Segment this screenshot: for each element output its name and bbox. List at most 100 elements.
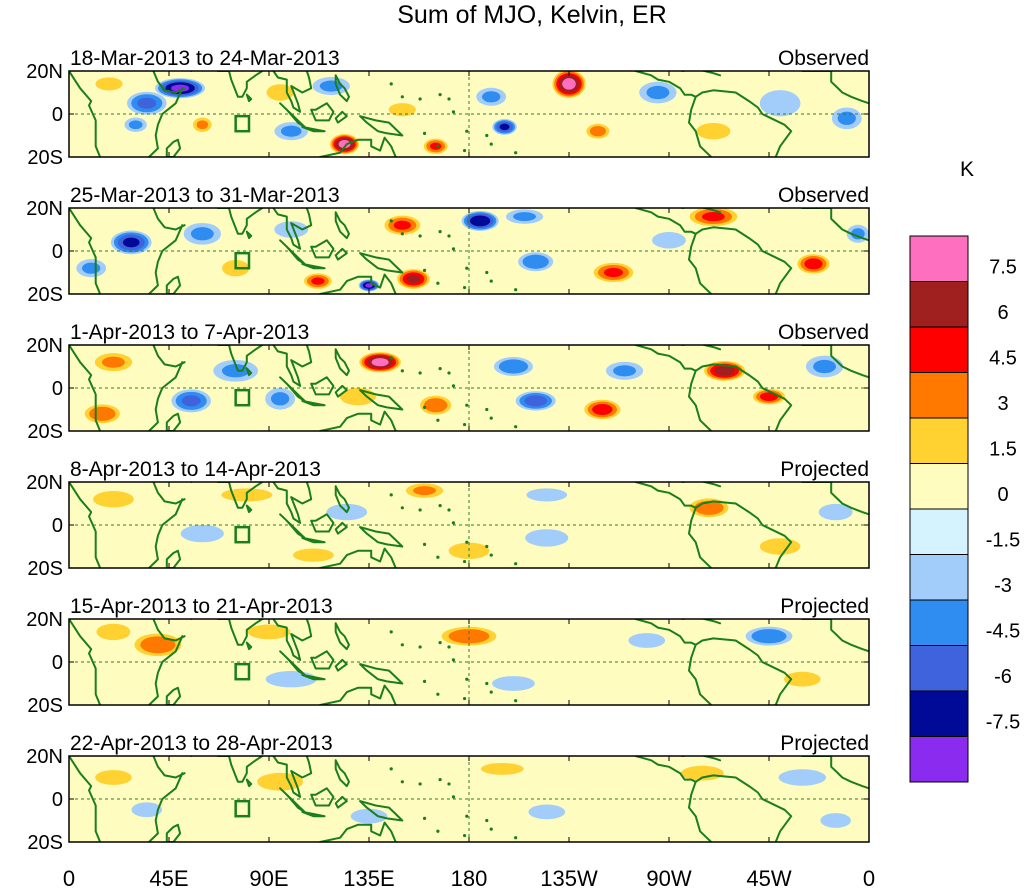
coastline [319, 684, 397, 705]
anomaly-contour [469, 215, 491, 227]
coastline [301, 810, 326, 818]
colorbar-swatch [909, 372, 969, 419]
coastline [148, 635, 184, 705]
coastline [334, 348, 350, 377]
island [451, 110, 456, 114]
reference-box [234, 525, 251, 544]
coastline [148, 498, 184, 568]
panel-period-label: 25-Mar-2013 to 31-Mar-2013 [70, 184, 340, 207]
anomaly-contour [528, 804, 566, 820]
island [489, 827, 493, 831]
coastline [319, 273, 397, 294]
island [462, 422, 467, 427]
coastline [148, 87, 184, 157]
coastline [245, 504, 253, 514]
anomaly-contour [525, 529, 569, 547]
coastline [801, 208, 869, 242]
anomaly-contour [592, 404, 613, 415]
anomaly-contour [652, 232, 686, 249]
x-axis: 0 45E 90E 135E 180 135W 90W 45W 0 [63, 866, 875, 889]
y-tick-label: 20N [26, 335, 63, 357]
island [465, 814, 469, 818]
coastline [334, 211, 350, 240]
anomaly-contour [96, 623, 131, 641]
coastline [681, 482, 722, 488]
anomaly-contour [513, 212, 536, 222]
anomaly-contour [714, 365, 735, 376]
island [438, 641, 442, 645]
coastline [359, 389, 404, 411]
island [514, 425, 518, 429]
colorbar-swatch [909, 690, 969, 737]
coastline [216, 345, 264, 372]
island [436, 281, 440, 285]
coastline [688, 369, 713, 431]
coastline [148, 772, 184, 842]
coastline [634, 345, 697, 372]
island [436, 829, 440, 833]
coastline [681, 71, 722, 77]
coastline [359, 663, 404, 685]
island [422, 131, 427, 135]
coastline [359, 115, 404, 137]
island [447, 371, 451, 375]
anomaly-contour [131, 802, 163, 818]
y-tick-label: 20N [26, 746, 63, 768]
island [465, 266, 469, 270]
reference-box [234, 388, 251, 407]
island [436, 418, 440, 422]
island [438, 504, 442, 508]
anomaly-contour [778, 769, 827, 786]
island [485, 818, 489, 823]
island [422, 816, 427, 820]
island [438, 778, 442, 782]
anomaly-field [95, 71, 862, 155]
island [400, 232, 404, 236]
coastline [334, 622, 350, 651]
coastlines [69, 482, 869, 568]
panel-status-label: Observed [778, 47, 869, 70]
anomaly-contour [270, 392, 290, 406]
coastline [801, 756, 869, 790]
colorbar-tick-label: 1.5 [989, 439, 1017, 461]
coastline [310, 787, 335, 807]
coastlines [69, 208, 869, 294]
island [400, 780, 404, 784]
reference-box [234, 114, 251, 133]
coastline [694, 500, 793, 568]
y-tick-label: 20N [26, 472, 63, 494]
anomaly-contour [137, 97, 157, 109]
y-tick-label: 0 [52, 378, 63, 400]
island [418, 234, 422, 238]
island [451, 384, 456, 388]
anomaly-contour [482, 91, 501, 103]
coastline [272, 619, 313, 661]
island [422, 542, 427, 546]
island [489, 553, 493, 557]
colorbar-swatch [909, 736, 969, 783]
colorbar-tick-label: -3 [994, 575, 1012, 597]
coastline [152, 71, 186, 94]
y-tick-label: 0 [52, 515, 63, 537]
coastline [245, 230, 253, 240]
panel-5: 20N 0 20S 15-Apr-2013 to 21-Apr-2013 Project… [26, 595, 870, 717]
coastline [694, 774, 793, 842]
coastline [272, 345, 313, 387]
colorbar-swatch [909, 281, 969, 328]
island [451, 658, 456, 662]
panel-period-label: 22-Apr-2013 to 28-Apr-2013 [70, 732, 333, 755]
island [489, 279, 493, 283]
anomaly-contour [265, 670, 317, 688]
x-tick-label: 90W [646, 866, 691, 889]
island [418, 371, 422, 375]
island [514, 151, 518, 155]
coastline [152, 208, 186, 231]
x-tick-label: 90E [249, 866, 288, 889]
anomaly-contour [365, 283, 373, 288]
island [451, 247, 456, 251]
anomaly-contour [413, 486, 436, 496]
coastline [681, 208, 722, 214]
island [447, 234, 451, 238]
colorbar-tick-label: 3 [997, 393, 1008, 415]
colorbar-swatch [909, 417, 969, 464]
